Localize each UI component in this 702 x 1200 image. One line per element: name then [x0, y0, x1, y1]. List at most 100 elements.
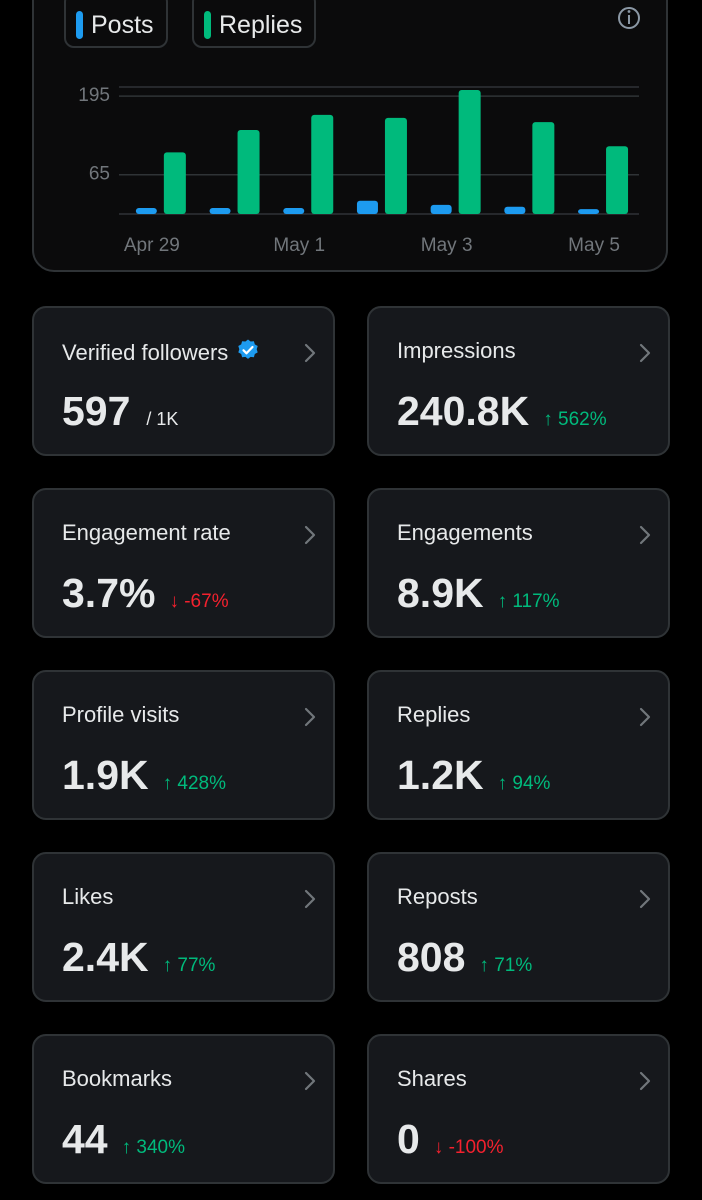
legend-label: Replies [219, 10, 303, 39]
metric-label: Profile visits [62, 702, 180, 727]
metric-card[interactable]: Reposts 808 ↑ 71% [367, 852, 670, 1002]
chevron [638, 342, 652, 369]
metric-label: Impressions [397, 338, 516, 363]
metric-change: ↑ 340% [121, 1137, 185, 1158]
metric-value: 597 [62, 388, 131, 434]
metric-change: ↓ -67% [169, 591, 229, 612]
metric-value: 808 [397, 934, 466, 980]
metric-value: 1.9K [62, 752, 149, 798]
chart-card: 65 195 Apr 29 May 1 May 3 May 5 Posts Replies [32, 0, 668, 272]
metric-card[interactable]: Likes 2.4K ↑ 77% [32, 852, 335, 1002]
metric-value: 3.7% [62, 570, 156, 616]
metric-card[interactable]: Engagements 8.9K ↑ 117% [367, 488, 670, 638]
x-tick-label: May 1 [273, 235, 325, 256]
x-tick-label: May 3 [421, 235, 473, 256]
metric-value-row: 0 ↓ -100% [397, 1116, 504, 1163]
metric-card[interactable]: Engagement rate 3.7% ↓ -67% [32, 488, 335, 638]
metric-value-row: 2.4K ↑ 77% [62, 934, 215, 981]
metric-value: 44 [62, 1116, 108, 1162]
chevron [638, 1070, 652, 1097]
metric-card[interactable]: Impressions 240.8K ↑ 562% [367, 306, 670, 456]
bar [606, 146, 629, 214]
y-tick-label: 195 [78, 85, 110, 106]
metric-value: 1.2K [397, 752, 484, 798]
metric-label: Bookmarks [62, 1066, 173, 1091]
metric-change: ↑ 71% [479, 955, 533, 976]
metric-label: Verified followers [62, 340, 229, 365]
metric-value-row: 808 ↑ 71% [397, 934, 532, 981]
metric-value: 2.4K [62, 934, 149, 980]
chevron-icon [304, 889, 316, 909]
metric-label: Shares [397, 1066, 467, 1091]
metric-value-row: 44 ↑ 340% [62, 1116, 185, 1163]
chevron [303, 706, 317, 733]
metric-label: Reposts [397, 884, 478, 909]
bar [135, 207, 157, 214]
y-tick-label: 65 [89, 164, 110, 185]
metric-change: ↑ 117% [497, 591, 560, 612]
info-icon[interactable] [618, 7, 640, 29]
metric-value: 240.8K [397, 388, 530, 434]
bar [384, 117, 407, 214]
metric-change: ↑ 94% [497, 773, 551, 794]
x-tick-label: Apr 29 [124, 235, 180, 256]
metric-value-row: 1.9K ↑ 428% [62, 752, 226, 799]
bar [311, 114, 334, 214]
chevron [638, 524, 652, 551]
bar [504, 206, 526, 214]
metric-label-row: Engagements [397, 520, 533, 546]
chevron [303, 888, 317, 915]
metric-card[interactable]: Shares 0 ↓ -100% [367, 1034, 670, 1184]
legend-label: Posts [91, 10, 154, 39]
metric-card[interactable]: Profile visits 1.9K ↑ 428% [32, 670, 335, 820]
metric-value: 0 [397, 1116, 420, 1162]
chevron [638, 888, 652, 915]
metric-value-row: 8.9K ↑ 117% [397, 570, 560, 617]
metric-value-row: 1.2K ↑ 94% [397, 752, 550, 799]
chart: 65 195 Apr 29 May 1 May 3 May 5 [78, 7, 640, 256]
metric-value-row: 597 / 1K [62, 388, 178, 435]
metric-label-row: Shares [397, 1066, 467, 1092]
metric-label-row: Reposts [397, 884, 478, 910]
chevron [303, 342, 317, 369]
chevron [638, 706, 652, 733]
metric-change: ↑ 562% [543, 409, 607, 430]
bar [356, 200, 378, 214]
bar [163, 152, 186, 214]
metric-label-row: Impressions [397, 338, 516, 364]
bar [430, 204, 452, 214]
metric-card[interactable]: Replies 1.2K ↑ 94% [367, 670, 670, 820]
metric-label: Engagement rate [62, 520, 231, 545]
metric-change: ↑ 77% [162, 955, 216, 976]
bar [578, 209, 600, 214]
chevron-icon [639, 343, 651, 363]
bar [532, 122, 555, 214]
chevron-icon [304, 343, 316, 363]
chevron-icon [639, 707, 651, 727]
metric-card[interactable]: Verified followers 597 / 1K [32, 306, 335, 456]
bar [283, 207, 305, 214]
metric-change: ↓ -100% [433, 1137, 504, 1158]
chevron-icon [304, 525, 316, 545]
metric-label-row: Bookmarks [62, 1066, 172, 1092]
metric-label: Engagements [397, 520, 533, 545]
metric-value: 8.9K [397, 570, 484, 616]
chevron-icon [639, 1071, 651, 1091]
legend-swatch [76, 11, 83, 39]
chevron [303, 524, 317, 551]
metric-card[interactable]: Bookmarks 44 ↑ 340% [32, 1034, 335, 1184]
metric-limit: / 1K [146, 409, 179, 429]
metric-label: Replies [397, 702, 471, 727]
chevron-icon [639, 525, 651, 545]
metric-label-row: Profile visits [62, 702, 179, 728]
bar [237, 129, 260, 214]
legend-button[interactable]: Replies [192, 0, 317, 48]
verified-badge [238, 339, 259, 359]
legend-swatch [204, 11, 211, 39]
chevron-icon [304, 707, 316, 727]
bar [458, 90, 481, 214]
legend-button[interactable]: Posts [64, 0, 168, 48]
metric-label-row: Replies [397, 702, 470, 728]
metric-label-row: Engagement rate [62, 520, 231, 546]
